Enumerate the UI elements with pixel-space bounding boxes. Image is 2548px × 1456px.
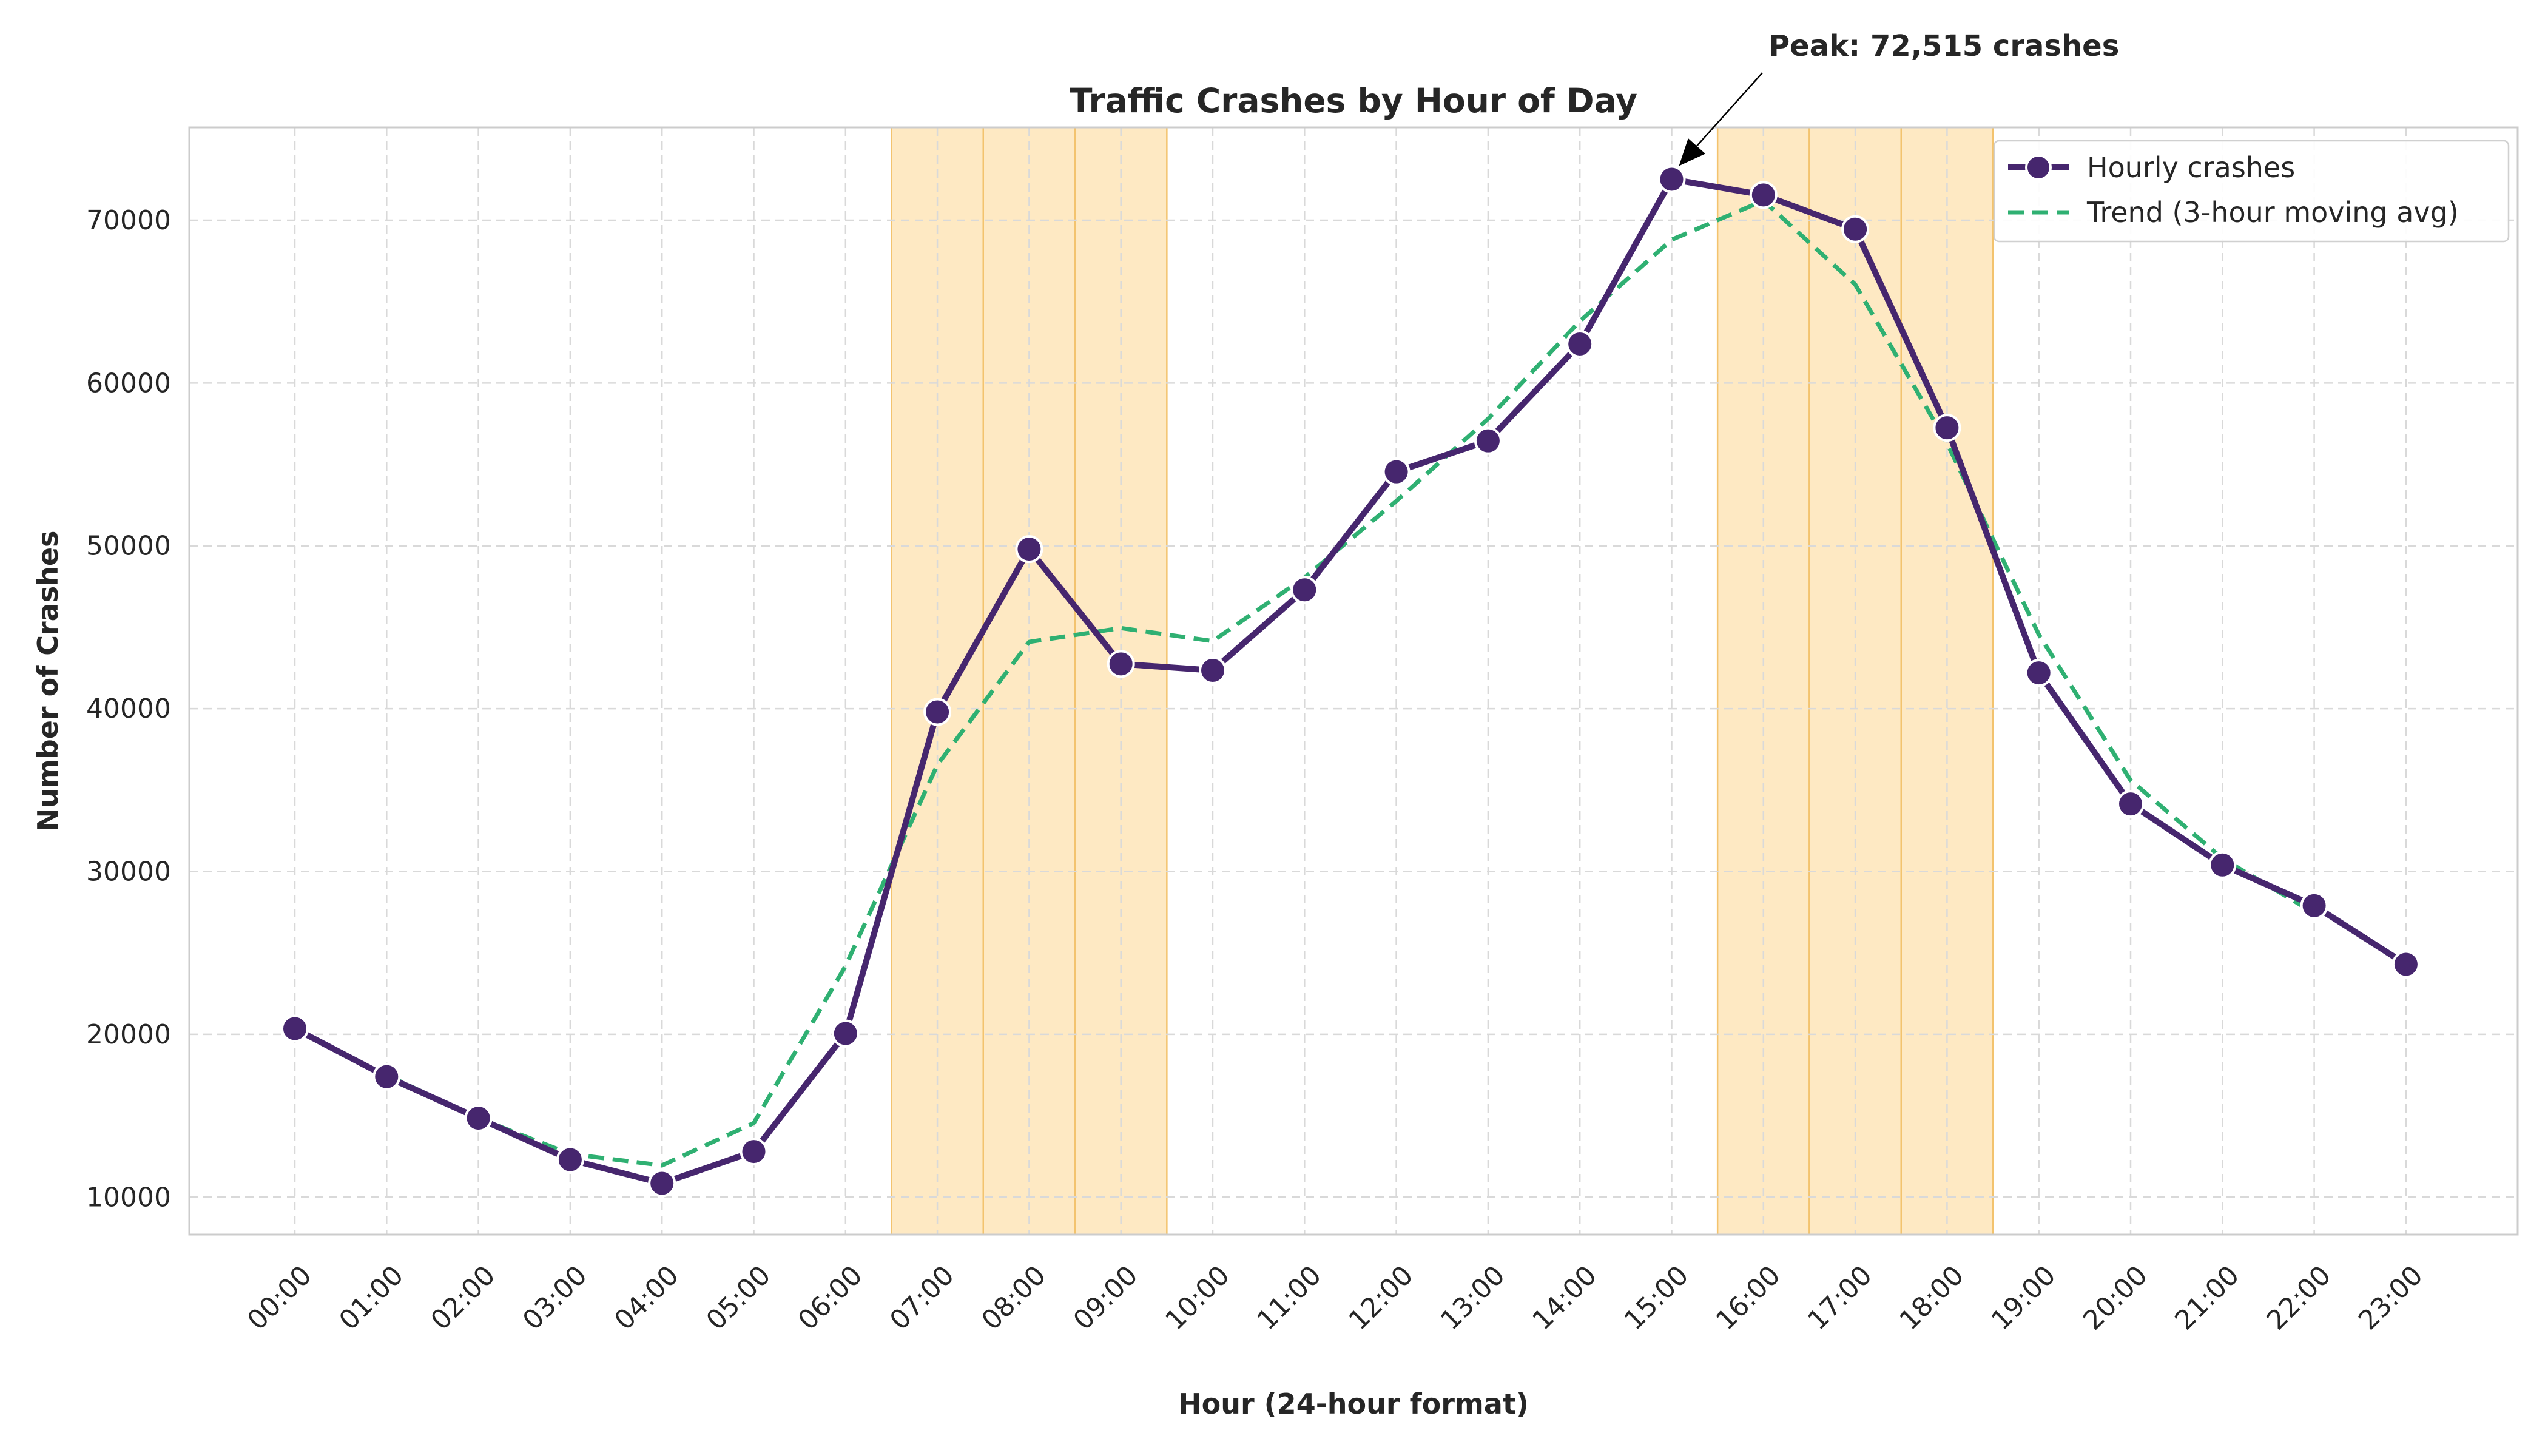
y-tick-label-70000: 70000 <box>86 205 171 236</box>
data-point-0600 <box>831 1019 860 1048</box>
plot-frame <box>188 126 2519 1236</box>
x-tick-label-2300: 23:00 <box>2353 1260 2429 1336</box>
x-tick-label-1300: 13:00 <box>1435 1260 1511 1336</box>
x-tick-label-1800: 18:00 <box>1893 1260 1970 1336</box>
data-point-0200 <box>464 1104 493 1133</box>
legend-box <box>1993 140 2510 243</box>
x-tick-label-0500: 05:00 <box>701 1260 777 1336</box>
x-tick-label-2100: 21:00 <box>2169 1260 2245 1336</box>
data-point-1300 <box>1474 426 1502 455</box>
x-tick-label-0900: 09:00 <box>1068 1260 1144 1336</box>
annotation-text: Peak: 72,515 crashes <box>1768 29 2119 63</box>
y-axis-title: Number of Crashes <box>32 531 64 832</box>
x-tick-label-1600: 16:00 <box>1710 1260 1787 1336</box>
data-point-1100 <box>1290 576 1319 604</box>
series-layer <box>281 165 2420 1198</box>
data-point-2300 <box>2391 950 2420 979</box>
data-point-1900 <box>2024 659 2053 687</box>
x-tick-label-0800: 08:00 <box>976 1260 1052 1336</box>
y-tick-label-10000: 10000 <box>86 1182 171 1213</box>
annotation-arrow-head <box>1679 138 1706 166</box>
data-point-2000 <box>2117 790 2145 818</box>
data-point-2100 <box>2208 851 2237 879</box>
legend: Hourly crashes Trend (3-hour moving avg) <box>1993 140 2510 243</box>
x-tick-label-1700: 17:00 <box>1802 1260 1878 1336</box>
data-point-1500 <box>1657 165 1686 194</box>
x-tick-label-0000: 00:00 <box>241 1260 318 1336</box>
x-tick-label-1000: 10:00 <box>1159 1260 1236 1336</box>
data-point-0700 <box>923 698 952 726</box>
legend-label-trend: Trend (3-hour moving avg) <box>2086 196 2459 229</box>
y-tick-label-60000: 60000 <box>86 368 171 399</box>
data-point-1200 <box>1382 457 1410 486</box>
x-axis-ticks: 00:00 01:00 02:00 03:00 04:00 05:00 06:00 07:00… <box>241 1260 2429 1336</box>
data-point-1000 <box>1199 656 1227 685</box>
data-point-0400 <box>648 1169 676 1198</box>
data-point-0300 <box>556 1145 584 1174</box>
y-axis-ticks: 10000 20000 30000 40000 50000 60000 70000 <box>86 205 171 1213</box>
y-tick-label-30000: 30000 <box>86 857 171 888</box>
y-tick-label-40000: 40000 <box>86 693 171 724</box>
data-point-1400 <box>1566 329 1594 358</box>
legend-label-hourly-crashes: Hourly crashes <box>2087 151 2295 184</box>
legend-marker-hourly-crashes <box>2025 154 2052 181</box>
hourly-crashes-line <box>293 176 2408 1187</box>
y-tick-label-50000: 50000 <box>86 531 171 562</box>
rush-hour-bands <box>891 126 1994 1236</box>
data-point-0800 <box>1015 535 1043 564</box>
x-tick-label-0100: 01:00 <box>333 1260 410 1336</box>
y-tick-label-20000: 20000 <box>86 1019 171 1050</box>
data-point-2200 <box>2300 891 2328 920</box>
annotation-arrow-line <box>1696 72 1763 147</box>
data-point-1700 <box>1841 215 1870 243</box>
peak-annotation: Peak: 72,515 crashes <box>1679 29 2119 166</box>
x-tick-label-2200: 22:00 <box>2261 1260 2337 1336</box>
trend-line <box>385 198 2316 1168</box>
data-point-1800 <box>1933 414 1961 442</box>
data-point-0900 <box>1107 650 1135 678</box>
x-tick-label-0600: 06:00 <box>792 1260 869 1336</box>
x-tick-label-0200: 02:00 <box>425 1260 502 1336</box>
x-tick-label-0700: 07:00 <box>884 1260 960 1336</box>
chart-title: Traffic Crashes by Hour of Day <box>1070 81 1637 120</box>
grid-lines <box>189 127 2518 1235</box>
x-tick-label-0400: 04:00 <box>608 1260 685 1336</box>
x-tick-label-1200: 12:00 <box>1343 1260 1420 1336</box>
x-tick-label-2000: 20:00 <box>2077 1260 2154 1336</box>
x-tick-label-1900: 19:00 <box>1986 1260 2062 1336</box>
data-point-0500 <box>740 1138 768 1166</box>
x-tick-label-0300: 03:00 <box>517 1260 593 1336</box>
x-tick-label-1100: 11:00 <box>1251 1260 1327 1336</box>
x-axis-title: Hour (24-hour format) <box>1178 1387 1529 1420</box>
data-point-0000 <box>281 1014 309 1043</box>
x-tick-label-1400: 14:00 <box>1526 1260 1603 1336</box>
x-tick-label-1500: 15:00 <box>1619 1260 1695 1336</box>
data-point-0100 <box>372 1062 401 1091</box>
data-point-1600 <box>1749 181 1778 209</box>
